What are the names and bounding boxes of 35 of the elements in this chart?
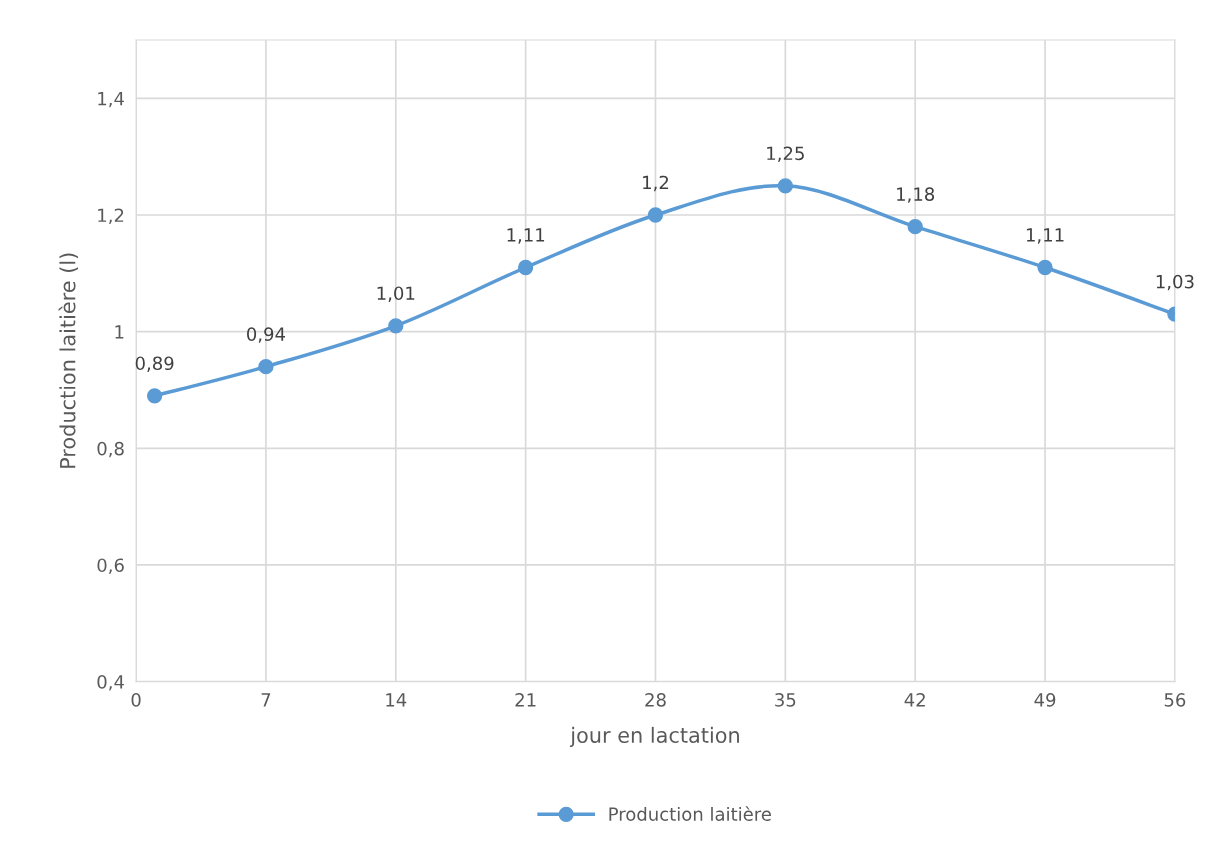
data-label: 0,94	[247, 327, 286, 343]
data-label: 1,2	[643, 175, 669, 192]
point	[258, 359, 274, 375]
x-tick-label: 21	[515, 693, 536, 707]
point	[647, 207, 664, 223]
x-tick-label: 49	[1034, 693, 1056, 707]
point	[517, 259, 534, 276]
data-label: 1,11	[507, 228, 545, 244]
legend-label: Production laitière	[609, 806, 771, 821]
x-tick-label: 7	[261, 693, 271, 707]
y-tick-label: 1,2	[98, 208, 124, 224]
y-tick-label: 0,6	[97, 558, 124, 574]
y-tick-label: 1	[115, 325, 124, 339]
data-label: 1,03	[1156, 274, 1194, 291]
data-label: 1,18	[897, 187, 935, 203]
x-tick-label: 35	[775, 693, 796, 707]
point	[907, 219, 923, 235]
data-label: 1,01	[377, 286, 415, 302]
x-tick-label: 28	[645, 693, 666, 707]
data-label: 1,11	[1026, 228, 1064, 244]
point	[388, 318, 404, 334]
x-tick-label: 14	[386, 693, 407, 707]
x-tick-label: 56	[1164, 693, 1186, 707]
point	[1037, 259, 1053, 276]
y-tick-label: 0,4	[97, 675, 124, 691]
y-tick-label: 0,8	[97, 441, 124, 458]
point	[146, 388, 163, 404]
y-axis-title: Production laitière (l)	[58, 253, 78, 468]
y-tick-label: 1,4	[98, 92, 124, 108]
data-label: 1,25	[767, 146, 804, 162]
point	[777, 178, 793, 194]
data-label: 0,89	[135, 356, 174, 372]
x-tick-label: 42	[904, 693, 925, 707]
x-axis-title: jour en lactation	[569, 726, 739, 748]
x-tick-label: 0	[131, 693, 141, 707]
